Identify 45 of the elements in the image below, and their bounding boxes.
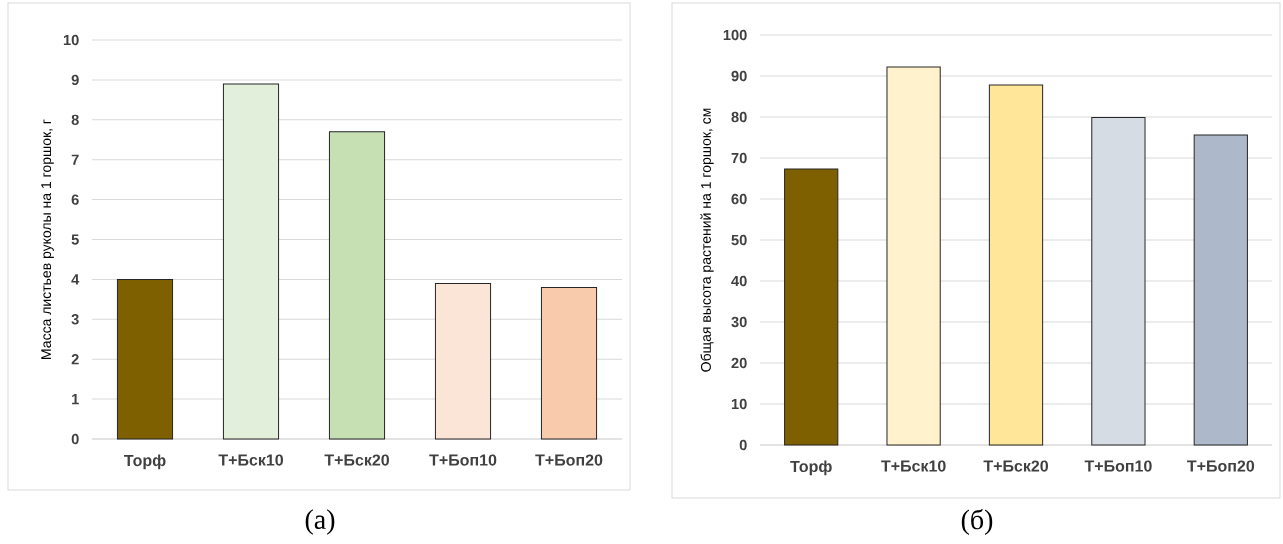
bar xyxy=(886,66,941,446)
y-tick-label: 50 xyxy=(731,234,747,246)
y-tick-label: 30 xyxy=(731,316,747,328)
y-tick-label: 5 xyxy=(71,234,79,245)
y-tick-label: 70 xyxy=(731,152,747,164)
x-tick-label: Т+Бск20 xyxy=(324,454,389,466)
y-axis-title: Общая высота растений на 1 горшок, см xyxy=(700,108,714,372)
bar xyxy=(540,286,598,440)
y-tick-label: 6 xyxy=(71,194,79,205)
y-tick-label: 100 xyxy=(723,29,747,41)
bar xyxy=(222,83,280,440)
x-tick-label: Т+Бск20 xyxy=(983,460,1048,472)
y-tick-label: 40 xyxy=(731,275,747,287)
y-tick-label: 4 xyxy=(71,274,80,285)
bar xyxy=(434,282,492,440)
text: (б) xyxy=(961,509,993,536)
y-tick-label: 3 xyxy=(71,314,79,325)
bar xyxy=(988,84,1044,446)
x-tick-label: Торф xyxy=(124,454,166,470)
y-tick-label: 10 xyxy=(63,34,79,46)
text: (а) xyxy=(305,509,335,535)
y-tick-label: 8 xyxy=(71,114,79,125)
y-tick-label: 10 xyxy=(731,398,747,410)
x-tick-label: Торф xyxy=(790,460,832,476)
y-tick-label: 0 xyxy=(71,433,79,445)
bar xyxy=(784,168,839,446)
bar xyxy=(1193,134,1248,446)
y-tick-label: 80 xyxy=(731,111,747,123)
y-tick-label: 0 xyxy=(739,439,747,451)
y-axis-title: Масса листьев руколы на 1 горшок, г xyxy=(41,119,54,359)
x-tick-label: Т+Бск10 xyxy=(218,454,283,466)
x-tick-label: Т+Бск10 xyxy=(881,460,946,472)
y-tick-label: 7 xyxy=(71,154,79,165)
x-tick-label: Т+Боп20 xyxy=(535,454,603,466)
bar xyxy=(328,131,386,440)
y-tick-label: 9 xyxy=(71,74,79,86)
bar xyxy=(116,278,174,440)
y-tick-label: 90 xyxy=(731,70,747,82)
y-tick-label: 1 xyxy=(72,394,79,405)
y-tick-label: 2 xyxy=(71,354,79,365)
x-tick-label: Т+Боп10 xyxy=(1084,460,1152,472)
y-tick-label: 20 xyxy=(731,357,747,369)
x-tick-label: Т+Боп20 xyxy=(1187,460,1255,472)
y-tick-label: 60 xyxy=(731,193,747,205)
x-tick-label: Т+Боп10 xyxy=(429,454,497,466)
